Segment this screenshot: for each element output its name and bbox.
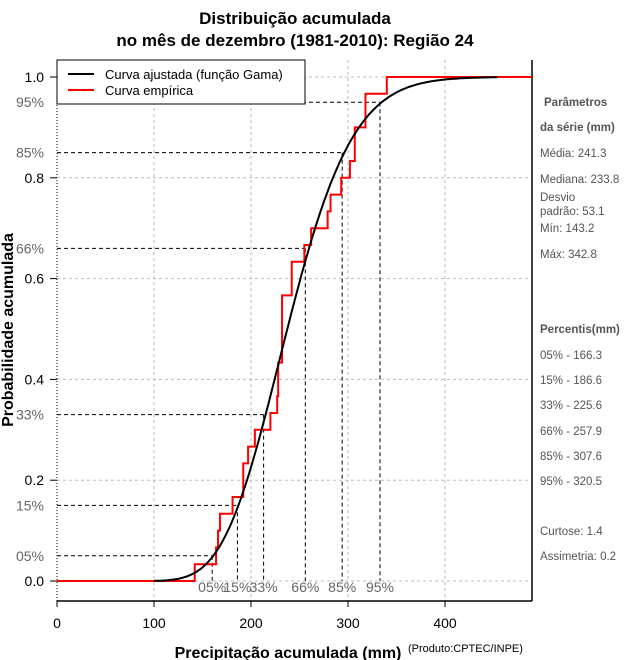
chart-title-line1: Distribuição acumulada <box>199 9 391 28</box>
params-title-2: da série (mm) <box>540 122 615 134</box>
stat-media: Média: 241.3 <box>540 148 607 160</box>
x-tick-label: 100 <box>142 615 166 631</box>
fitted-gamma-curve <box>154 76 498 582</box>
stat-max: Máx: 342.8 <box>540 249 597 261</box>
empirical-step-line <box>57 76 532 582</box>
stat-curtose: Curtose: 1.4 <box>540 526 603 538</box>
percentil-item: 66% - 257.9 <box>540 426 603 438</box>
percentil-item: 85% - 307.6 <box>540 451 603 463</box>
x-tick-label: 200 <box>239 615 263 631</box>
y-tick-label: 0.4 <box>25 371 45 387</box>
percentil-item: 33% - 225.6 <box>540 400 603 412</box>
percentile-y-label: 05% <box>16 548 44 564</box>
stat-assimetria: Assimetria: 0.2 <box>540 551 617 563</box>
stat-desvio-1: Desvio <box>540 192 576 204</box>
chart-title-line2: no mês de dezembro (1981-2010): Região 2… <box>116 31 474 50</box>
x-tick-label: 400 <box>433 615 457 631</box>
legend-label-empirical: Curva empírica <box>105 83 194 98</box>
percentile-x-label: 33% <box>250 579 278 595</box>
percentile-x-label: 95% <box>366 579 394 595</box>
y-axis-label: Probabilidade acumulada <box>0 233 17 427</box>
x-tick-label: 300 <box>336 615 360 631</box>
params-title-1: Parâmetros <box>544 97 608 109</box>
percentil-item: 15% - 186.6 <box>540 375 603 387</box>
percentile-x-label: 66% <box>291 579 319 595</box>
percentile-y-label: 66% <box>16 240 44 256</box>
legend-box <box>56 59 306 105</box>
y-tick-label: 0.8 <box>25 170 45 186</box>
percentil-item: 95% - 320.5 <box>540 476 603 488</box>
x-axis-note: (Produto:CPTEC/INPE) <box>408 643 523 655</box>
y-tick-label: 0.6 <box>25 271 45 287</box>
percentile-x-label: 85% <box>328 579 356 595</box>
stat-mediana: Mediana: 233.8 <box>540 174 620 186</box>
percentile-guides <box>57 101 381 581</box>
stat-desvio-2: padrão: 53.1 <box>540 206 605 218</box>
legend-label-fitted: Curva ajustada (função Gama) <box>105 67 283 82</box>
percentil-item: 05% - 166.3 <box>540 350 603 362</box>
percentile-y-label: 33% <box>16 407 44 423</box>
x-tick-label: 0 <box>53 615 61 631</box>
series <box>57 76 532 582</box>
tick-labels: 0 100 200 300 4000.00.20.40.60.81.005%05%15%… <box>16 69 457 631</box>
percentile-y-label: 85% <box>16 145 44 161</box>
grid <box>56 60 532 601</box>
percentile-y-label: 15% <box>16 497 44 513</box>
y-tick-label: 0.2 <box>25 472 45 488</box>
x-axis-label: Precipitação acumulada (mm) <box>175 645 402 660</box>
stat-min: Mín: 143.2 <box>540 223 595 235</box>
percentile-x-label: 15% <box>223 579 251 595</box>
legend: Curva ajustada (função Gama) Curva empír… <box>56 59 306 105</box>
percentile-y-label: 95% <box>16 94 44 110</box>
axes <box>57 60 533 602</box>
percentis-title: Percentis(mm) <box>540 324 620 336</box>
percentile-x-label: 05% <box>198 579 226 595</box>
y-tick-label: 1.0 <box>25 69 45 85</box>
y-tick-label: 0.0 <box>25 573 45 589</box>
